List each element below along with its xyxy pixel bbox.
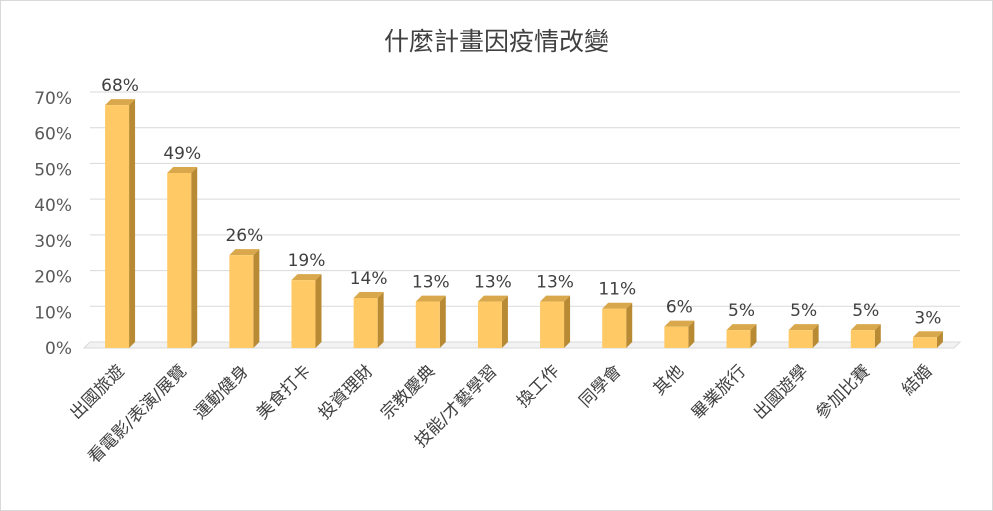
y-tick-label: 20% bbox=[34, 268, 72, 288]
category-label: 出國遊學 bbox=[750, 361, 812, 423]
bar bbox=[353, 298, 378, 348]
category-label: 同學會 bbox=[576, 361, 626, 411]
bar-side bbox=[936, 331, 943, 348]
bar-side bbox=[377, 292, 384, 348]
bar-top bbox=[850, 324, 881, 331]
bar-top bbox=[477, 295, 508, 302]
bar-top bbox=[602, 302, 633, 309]
bar bbox=[602, 308, 627, 348]
data-label: 11% bbox=[598, 280, 636, 300]
data-label: 14% bbox=[350, 269, 388, 289]
bar bbox=[291, 280, 316, 348]
bar-side bbox=[750, 324, 757, 348]
bar-top bbox=[912, 331, 943, 338]
bar-side bbox=[439, 295, 446, 348]
y-tick-label: 70% bbox=[34, 89, 72, 109]
bar-top bbox=[353, 292, 384, 298]
bar-side bbox=[812, 324, 819, 348]
bar-side bbox=[564, 295, 571, 348]
data-label: 13% bbox=[474, 273, 512, 293]
bar bbox=[912, 337, 937, 348]
bar-side bbox=[501, 295, 508, 348]
bar-side bbox=[129, 99, 136, 349]
category-label: 參加比賽 bbox=[811, 361, 874, 424]
bar bbox=[105, 105, 130, 349]
bar-side bbox=[874, 324, 881, 348]
bar-top bbox=[664, 320, 695, 327]
bar-top bbox=[726, 324, 757, 331]
bar bbox=[788, 330, 813, 348]
data-label: 13% bbox=[536, 273, 574, 293]
bar-side bbox=[315, 274, 322, 348]
y-tick-label: 10% bbox=[34, 303, 72, 323]
bar-side bbox=[626, 302, 633, 348]
category-label: 出國旅遊 bbox=[66, 361, 128, 423]
category-label: 結婚 bbox=[898, 361, 936, 399]
bar bbox=[415, 301, 440, 348]
y-tick-label: 30% bbox=[34, 232, 72, 252]
bar bbox=[477, 301, 502, 348]
chart-title: 什麼計畫因疫情改變 bbox=[383, 27, 609, 56]
category-label: 投資理財 bbox=[315, 361, 377, 423]
category-label: 其他 bbox=[650, 361, 688, 399]
bar-top bbox=[291, 274, 322, 281]
data-label: 5% bbox=[790, 301, 817, 321]
data-label: 68% bbox=[101, 76, 139, 96]
bar-side bbox=[191, 167, 198, 348]
data-label: 13% bbox=[412, 273, 450, 293]
bar bbox=[850, 330, 875, 348]
data-label: 5% bbox=[728, 301, 755, 321]
data-label: 26% bbox=[225, 226, 263, 246]
y-tick-label: 0% bbox=[45, 339, 72, 359]
data-label: 49% bbox=[163, 144, 201, 164]
data-label: 6% bbox=[666, 298, 693, 318]
bar-side bbox=[253, 249, 260, 348]
bar-side bbox=[688, 320, 695, 348]
category-label: 美食打卡 bbox=[253, 361, 315, 423]
bar-top bbox=[415, 295, 446, 302]
category-label: 運動健身 bbox=[191, 361, 253, 423]
bar-top bbox=[167, 167, 198, 173]
bar bbox=[726, 330, 751, 348]
y-tick-label: 40% bbox=[34, 196, 72, 216]
bar-top bbox=[540, 295, 571, 302]
data-label: 19% bbox=[288, 251, 326, 271]
data-label: 5% bbox=[852, 301, 879, 321]
y-tick-label: 50% bbox=[34, 160, 72, 180]
bar bbox=[229, 255, 254, 348]
category-label: 換工作 bbox=[513, 361, 563, 411]
bar bbox=[167, 173, 192, 348]
bar bbox=[540, 301, 565, 348]
chart-floor bbox=[82, 341, 962, 349]
bar-top bbox=[229, 249, 260, 256]
bar-top bbox=[105, 99, 136, 106]
bar-top bbox=[788, 324, 819, 331]
category-label: 畢業旅行 bbox=[688, 361, 750, 423]
category-label: 宗教慶典 bbox=[377, 361, 439, 423]
data-label: 3% bbox=[914, 308, 941, 328]
y-tick-label: 60% bbox=[34, 125, 72, 145]
bar bbox=[664, 326, 689, 348]
